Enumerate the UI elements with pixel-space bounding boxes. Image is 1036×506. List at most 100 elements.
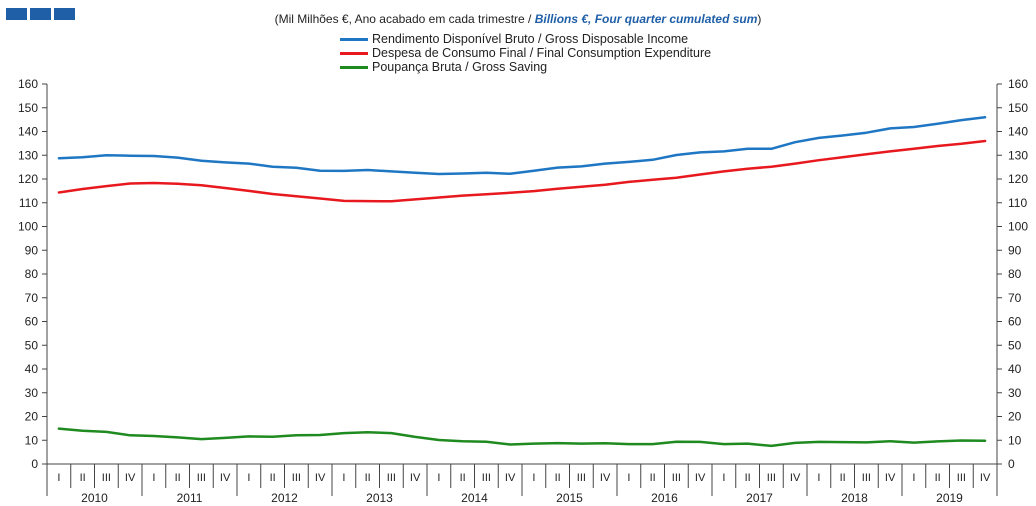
quarter-label: IV [220, 472, 231, 484]
quarter-label: IV [600, 472, 611, 484]
y-tick-label-left: 60 [25, 315, 39, 329]
quarter-label: III [102, 472, 111, 484]
quarter-label: III [957, 472, 966, 484]
y-tick-label-right: 70 [1008, 291, 1022, 305]
legend-item-saving: Poupança Bruta / Gross Saving [340, 60, 711, 74]
logo-block [6, 8, 27, 20]
y-tick-label-left: 80 [25, 267, 39, 281]
quarter-label: IV [980, 472, 991, 484]
legend-swatch-consumption [340, 51, 368, 55]
chart-subtitle: (Mil Milhões €, Ano acabado em cada trim… [0, 12, 1036, 26]
quarter-label: II [365, 472, 371, 484]
quarter-label: II [935, 472, 941, 484]
y-tick-label-left: 140 [18, 125, 38, 139]
quarter-label: I [912, 472, 915, 484]
y-tick-label-right: 20 [1008, 410, 1022, 424]
year-label: 2012 [271, 491, 298, 505]
quarter-label: II [175, 472, 181, 484]
quarter-label: IV [790, 472, 801, 484]
quarter-label: IV [695, 472, 706, 484]
quarter-label: III [767, 472, 776, 484]
year-label: 2019 [936, 491, 963, 505]
legend-label-income: Rendimento Disponível Bruto / Gross Disp… [372, 32, 689, 46]
y-tick-label-right: 110 [1008, 196, 1027, 210]
series-line-2 [57, 427, 987, 448]
y-tick-label-left: 110 [19, 196, 38, 210]
quarter-label: I [247, 472, 250, 484]
y-tick-label-left: 50 [25, 338, 39, 352]
year-label: 2011 [177, 491, 203, 505]
quarter-label: I [722, 472, 725, 484]
y-tick-label-right: 160 [1008, 77, 1028, 91]
y-tick-label-left: 130 [18, 148, 38, 162]
subtitle-pt: (Mil Milhões €, Ano acabado em cada trim… [274, 12, 535, 26]
y-tick-label-right: 0 [1008, 457, 1015, 471]
quarter-label: IV [125, 472, 136, 484]
y-tick-label-right: 80 [1008, 267, 1022, 281]
y-tick-label-left: 0 [31, 457, 38, 471]
y-tick-label-left: 30 [25, 386, 39, 400]
y-tick-label-right: 100 [1008, 220, 1028, 234]
legend-item-consumption: Despesa de Consumo Final / Final Consump… [340, 46, 711, 60]
quarter-label: II [745, 472, 751, 484]
quarter-label: I [627, 472, 630, 484]
year-label: 2013 [366, 491, 393, 505]
y-tick-label-left: 20 [25, 410, 39, 424]
quarter-label: IV [410, 472, 421, 484]
series-line-0 [57, 116, 987, 176]
y-tick-label-left: 40 [25, 362, 39, 376]
legend-label-saving: Poupança Bruta / Gross Saving [372, 60, 548, 74]
year-label: 2017 [746, 491, 773, 505]
quarter-label: III [672, 472, 681, 484]
quarter-label: III [482, 472, 491, 484]
y-tick-label-left: 100 [18, 220, 38, 234]
year-label: 2018 [841, 491, 868, 505]
quarter-label: II [650, 472, 656, 484]
quarter-label: IV [505, 472, 516, 484]
quarter-label: II [270, 472, 276, 484]
y-tick-label-right: 30 [1008, 386, 1022, 400]
quarter-label: II [555, 472, 561, 484]
logo-mark [6, 8, 75, 20]
y-tick-label-left: 70 [25, 291, 39, 305]
quarter-label: IV [885, 472, 896, 484]
subtitle-en: Billions €, Four quarter cumulated sum [534, 12, 758, 26]
logo-block [30, 8, 51, 20]
quarter-label: I [817, 472, 820, 484]
quarter-label: III [387, 472, 396, 484]
y-tick-label-right: 140 [1008, 125, 1028, 139]
y-tick-label-right: 130 [1008, 148, 1028, 162]
y-tick-label-left: 90 [25, 243, 39, 257]
quarter-label: III [197, 472, 206, 484]
quarter-label: I [342, 472, 345, 484]
y-tick-label-right: 10 [1008, 433, 1022, 447]
quarter-label: II [80, 472, 86, 484]
subtitle-close: ) [757, 12, 762, 26]
legend-swatch-saving [340, 65, 368, 69]
quarter-label: I [57, 472, 60, 484]
y-tick-label-left: 160 [18, 77, 38, 91]
logo-block [54, 8, 75, 20]
y-tick-label-right: 120 [1008, 172, 1028, 186]
legend-swatch-income [340, 37, 368, 41]
year-label: 2014 [461, 491, 488, 505]
series-line-1 [57, 139, 987, 203]
quarter-label: III [577, 472, 586, 484]
quarter-label: III [292, 472, 301, 484]
legend-label-consumption: Despesa de Consumo Final / Final Consump… [372, 46, 712, 60]
y-tick-label-left: 150 [18, 101, 38, 115]
quarter-label: I [437, 472, 440, 484]
quarter-label: III [862, 472, 871, 484]
legend-item-income: Rendimento Disponível Bruto / Gross Disp… [340, 32, 711, 46]
quarter-label: II [840, 472, 846, 484]
year-label: 2010 [81, 491, 108, 505]
quarter-label: II [460, 472, 466, 484]
y-tick-label-right: 90 [1008, 243, 1022, 257]
y-tick-label-right: 50 [1008, 338, 1022, 352]
year-label: 2015 [556, 491, 583, 505]
y-tick-label-right: 60 [1008, 315, 1022, 329]
quarter-label: I [532, 472, 535, 484]
quarter-label: IV [315, 472, 326, 484]
year-label: 2016 [651, 491, 678, 505]
